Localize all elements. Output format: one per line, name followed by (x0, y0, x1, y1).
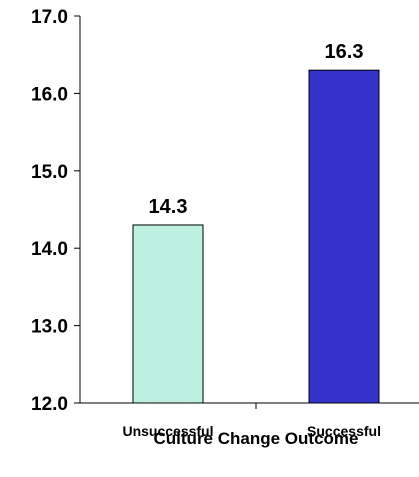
bars (132, 69, 380, 404)
y-tick-label: 15.0 (31, 162, 68, 183)
y-tick-label: 12.0 (31, 394, 68, 415)
bar-successful (308, 69, 380, 404)
y-ticks: 12.0 13.0 14.0 15.0 16.0 17.0 (31, 7, 80, 415)
data-labels: 14.3 16.3 (149, 41, 364, 218)
x-category-labels: Unsuccessful Successful (122, 423, 380, 439)
data-label: 14.3 (149, 196, 188, 218)
x-category-label: Successful (307, 423, 381, 439)
x-category-label: Unsuccessful (122, 423, 213, 439)
data-label: 16.3 (325, 41, 364, 63)
bar-unsuccessful (132, 224, 204, 404)
y-tick-label: 14.0 (31, 239, 68, 260)
y-tick-label: 13.0 (31, 317, 68, 338)
y-tick-label: 16.0 (31, 84, 68, 105)
x-axis-title: Culture Change Outcome (154, 429, 359, 448)
y-tick-label: 17.0 (31, 7, 68, 28)
